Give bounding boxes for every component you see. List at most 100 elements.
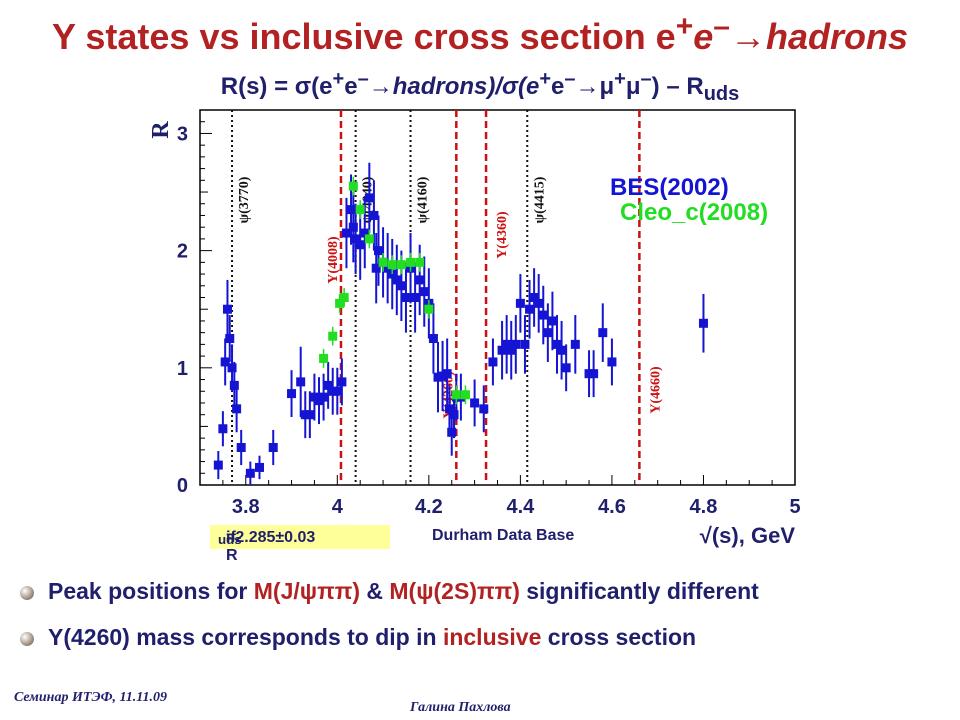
bes-data-point <box>314 396 324 406</box>
bes-data-point <box>438 371 448 381</box>
bes-data-point <box>449 410 459 420</box>
bes-data-point <box>534 298 544 308</box>
bes-data-point <box>401 293 411 302</box>
bes-data-point <box>323 380 333 390</box>
bes-data-point <box>433 372 443 382</box>
y-tick-label: 0 <box>177 475 188 497</box>
x-tick-label: 4.2 <box>415 496 443 518</box>
bes-data-point <box>520 339 530 349</box>
bes-data-point <box>598 328 608 338</box>
bes-data-point <box>319 392 329 402</box>
bes-data-point <box>383 263 393 273</box>
cleo-data-point <box>387 260 397 270</box>
bes-data-point <box>561 363 571 373</box>
bes-data-point <box>552 339 562 349</box>
bes-data-point <box>515 298 525 308</box>
bes-data-point <box>392 275 402 285</box>
x-axis-label: √(s), GeV <box>700 523 796 548</box>
bes-data-point <box>511 339 521 349</box>
bes-data-point <box>328 386 338 396</box>
bes-data-point <box>374 246 383 256</box>
bes-data-point <box>428 334 438 344</box>
psi-line-label: ψ(3770) <box>237 176 252 223</box>
bes-data-point <box>305 410 315 420</box>
slide-subtitle: R(s) = σ(e+e–→hadrons)/σ(e+e–→μ+μ–) – Ru… <box>220 68 740 105</box>
bes-data-point <box>607 357 617 367</box>
bes-data-point <box>245 468 255 478</box>
cleo-data-point <box>424 304 434 314</box>
bes-data-point <box>218 424 228 434</box>
bes-data-point <box>543 328 553 338</box>
bullet-icon <box>20 586 34 600</box>
y-axis-label: R <box>150 121 174 139</box>
y-tick-label: 1 <box>177 358 188 380</box>
cleo-data-point <box>364 234 374 244</box>
x-tick-label: 4.8 <box>690 496 718 518</box>
bes-data-point <box>410 293 420 302</box>
x-tick-label: 4.4 <box>506 496 535 518</box>
bes-data-point <box>525 304 535 314</box>
bes-data-point <box>225 334 235 344</box>
bes-data-point <box>296 377 306 387</box>
slide-title: Y states vs inclusive cross section e+e–… <box>52 10 908 57</box>
bes-data-point <box>589 369 599 379</box>
bes-data-point <box>236 443 246 452</box>
bes-data-point <box>442 369 452 379</box>
bes-data-point <box>557 345 567 355</box>
r-ratio-chart: 3.8 4 4.2 4.4 4.6 4.8 5 0 1 2 3R √(s), GeV ψ(3770) ψ(… <box>150 109 801 548</box>
cleo-data-point <box>451 390 461 400</box>
bes-data-point <box>229 380 239 390</box>
y-tick-label: 3 <box>177 123 188 145</box>
bes-data-point <box>332 386 342 396</box>
bes-data-point <box>360 228 370 238</box>
bes-data-point <box>570 339 580 349</box>
bes-data-point <box>255 462 264 472</box>
bullet-icon <box>20 632 34 646</box>
cleo-data-point <box>319 353 329 363</box>
plot-frame <box>199 109 796 486</box>
legend-bes: BES(2002) <box>610 174 729 201</box>
footer-seminar: Семинар ИТЭФ, 11.11.09 <box>14 690 167 705</box>
cleo-data-point <box>460 390 470 400</box>
y-state-label: Y(4360) <box>495 211 510 259</box>
bes-data-point <box>213 460 223 470</box>
bes-data-point <box>538 310 548 320</box>
bes-data-point <box>346 205 356 215</box>
psi-line-label: ψ(4160) <box>416 176 431 223</box>
bes-data-point <box>415 275 425 285</box>
bes-data-point <box>227 363 237 373</box>
bes-data-point <box>337 377 347 387</box>
x-tick-label: 4 <box>332 496 344 518</box>
data-source-label: Durham Data Base <box>432 527 575 544</box>
cleo-data-point <box>378 257 388 267</box>
bes-data-point <box>479 404 489 414</box>
y-state-label: Y(4008) <box>326 236 341 284</box>
bes-data-point <box>232 404 242 414</box>
y-tick-label: 2 <box>177 241 188 263</box>
x-tick-label: 3.8 <box>232 496 260 518</box>
bes-data-point <box>502 339 512 349</box>
bes-data-point <box>497 345 507 355</box>
cleo-data-point <box>328 331 338 341</box>
bes-data-point <box>351 234 361 244</box>
bes-data-point <box>470 398 480 408</box>
bes-data-point <box>300 410 310 420</box>
bes-data-point <box>220 357 230 367</box>
footer-author: Галина Пахлова <box>410 700 511 715</box>
cleo-data-point <box>348 181 358 191</box>
cleo-data-point <box>415 257 425 267</box>
bes-data-point <box>364 193 374 203</box>
cleo-data-point <box>396 260 406 270</box>
bes-data-point <box>447 427 457 437</box>
bes-data-point <box>309 392 319 402</box>
bes-data-point <box>371 263 381 273</box>
bes-data-point <box>396 281 406 291</box>
x-tick-label: 5 <box>789 496 800 518</box>
bes-data-point <box>506 345 516 355</box>
bes-data-point <box>547 316 557 326</box>
bes-data-point <box>456 392 466 402</box>
bes-data-point <box>222 304 232 314</box>
psi-line-label: ψ(4415) <box>532 176 547 223</box>
bes-data-point <box>348 222 358 232</box>
x-tick-label: 4.6 <box>598 496 626 518</box>
